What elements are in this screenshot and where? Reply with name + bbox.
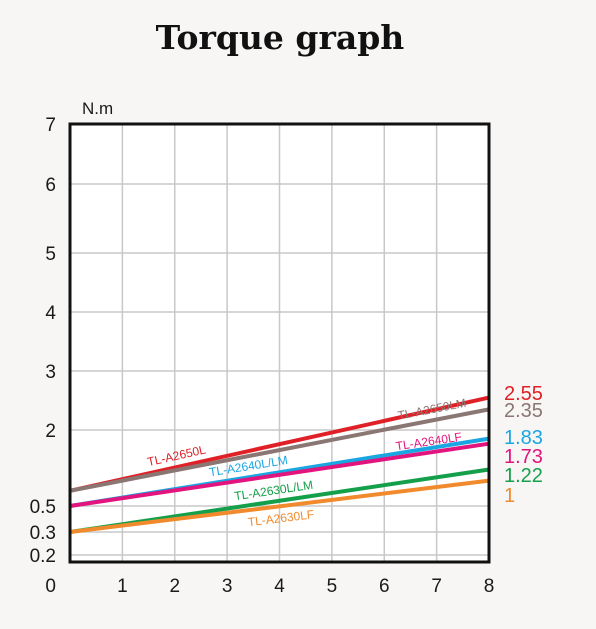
x-tick-label: 2 bbox=[169, 576, 180, 597]
series-line bbox=[69, 407, 490, 493]
series-end-values: 2.552.35 1.831.731.221 bbox=[504, 383, 543, 507]
y-tick-label: 4 bbox=[45, 303, 56, 324]
y-tick-label: 7 bbox=[45, 115, 56, 136]
x-tick-label: 1 bbox=[117, 576, 128, 597]
series-end-value: 1.83 bbox=[504, 427, 543, 449]
y-tick-label: 2 bbox=[45, 421, 56, 442]
y-axis-unit: N.m bbox=[82, 99, 113, 118]
y-tick-label: 3 bbox=[45, 362, 56, 383]
x-tick-label: 8 bbox=[484, 576, 495, 597]
plot-frame bbox=[68, 122, 491, 564]
series-end-value: 1.22 bbox=[504, 465, 543, 487]
y-tick-label: 5 bbox=[45, 244, 56, 265]
x-tick-labels: 1 2 3 4 5 6 7 8 bbox=[117, 576, 494, 597]
y-tick-labels: 0 0.20.3 0.5 2 3 4 5 6 7 bbox=[30, 115, 57, 597]
series-line bbox=[69, 441, 490, 508]
series-line bbox=[69, 478, 490, 534]
series-lines bbox=[69, 395, 490, 534]
y-tick-label: 6 bbox=[45, 175, 56, 196]
y-tick-label: 0.2 bbox=[30, 546, 56, 567]
x-tick-label: 3 bbox=[222, 576, 233, 597]
x-tick-label: 5 bbox=[327, 576, 338, 597]
series-end-value: 1.73 bbox=[504, 446, 543, 468]
x-tick-label: 4 bbox=[274, 576, 285, 597]
y-tick-label: 0.3 bbox=[30, 523, 56, 544]
series-end-value: 2.35 bbox=[504, 400, 543, 422]
x-tick-label: 6 bbox=[379, 576, 390, 597]
y-tick-label: 0.5 bbox=[30, 497, 56, 518]
y-tick-label: 0 bbox=[45, 576, 56, 597]
x-tick-label: 7 bbox=[431, 576, 442, 597]
chart-title: Torque graph bbox=[155, 18, 405, 57]
series-end-value: 2.55 bbox=[504, 383, 543, 405]
series-end-value: 1 bbox=[504, 485, 515, 507]
